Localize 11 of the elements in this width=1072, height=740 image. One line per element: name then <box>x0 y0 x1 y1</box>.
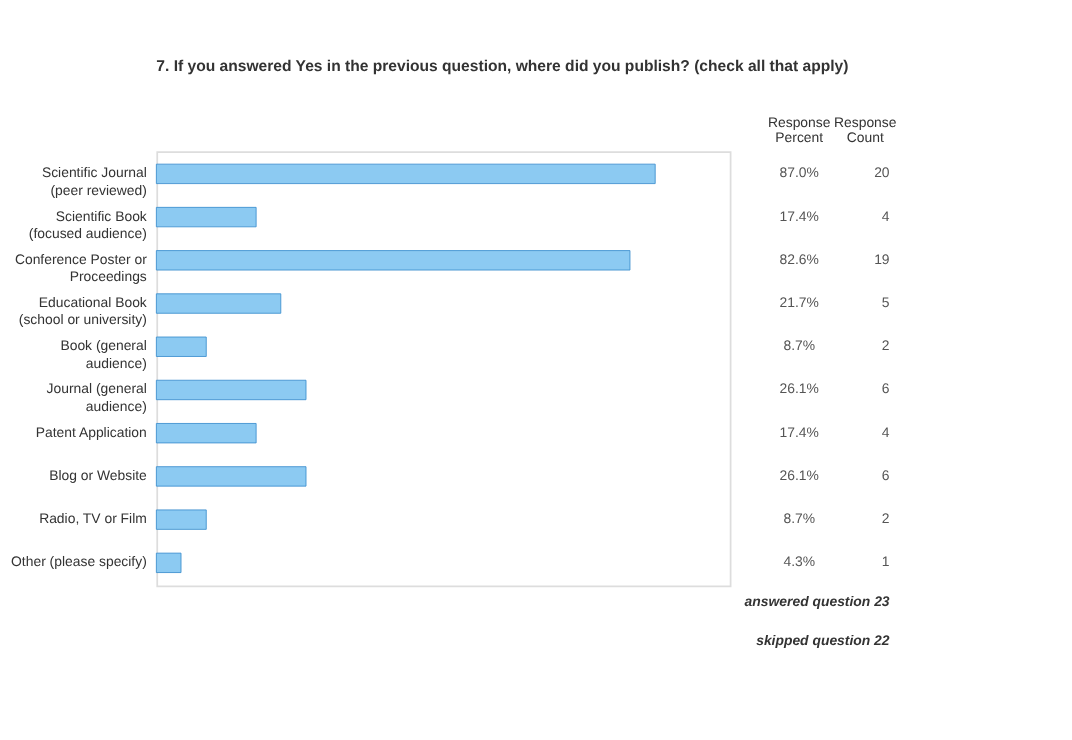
bar <box>155 250 631 271</box>
bar <box>155 293 282 314</box>
bar <box>155 206 257 228</box>
bar <box>155 509 207 530</box>
chart-title: 7. If you answered Yes in the previous question, where did you publish? (check all that apply) <box>156 57 850 76</box>
bar <box>155 379 307 401</box>
bar <box>155 163 656 185</box>
bar <box>155 466 307 487</box>
bar <box>155 552 182 574</box>
bar <box>155 336 207 357</box>
bar <box>155 423 257 444</box>
